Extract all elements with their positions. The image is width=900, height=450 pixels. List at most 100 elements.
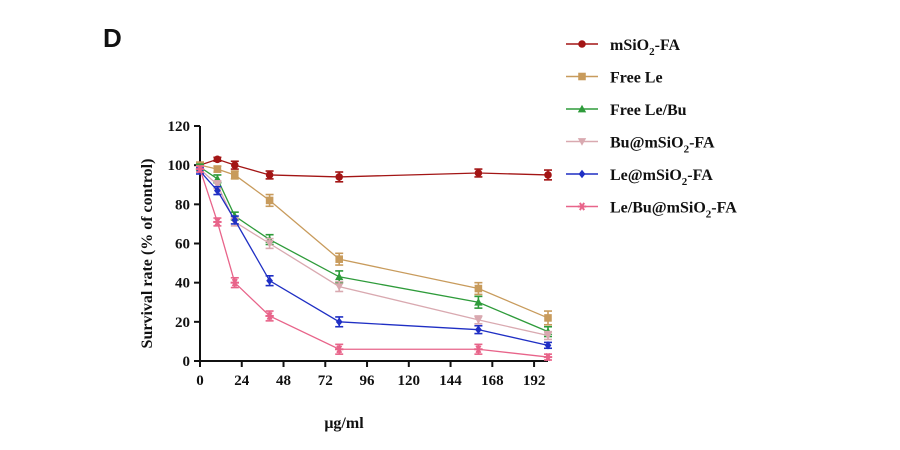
legend-label: Free Le/Bu xyxy=(610,102,687,119)
legend-label-subscript: 2 xyxy=(706,209,712,221)
legend-label: Le@mSiO2-FA xyxy=(610,167,713,188)
legend-label-main: Free Le xyxy=(610,70,663,87)
legend-marker xyxy=(578,169,586,179)
series-5 xyxy=(195,164,553,362)
data-point xyxy=(213,217,222,227)
data-point xyxy=(265,240,274,248)
data-point xyxy=(544,341,552,350)
y-tick-label: 40 xyxy=(175,276,190,292)
series-1 xyxy=(196,161,552,326)
legend-label-suffix: -FA xyxy=(687,167,713,184)
data-point xyxy=(335,317,343,327)
data-point xyxy=(475,325,482,334)
legend-label-subscript: 2 xyxy=(684,144,690,156)
legend-label-main: Le/Bu@mSiO xyxy=(610,200,706,217)
data-point xyxy=(544,171,552,179)
data-point xyxy=(474,345,483,354)
legend-item-4: Le@mSiO2-FA xyxy=(566,167,713,188)
data-point xyxy=(335,283,344,291)
legend-marker xyxy=(578,40,586,48)
data-point xyxy=(214,186,221,195)
marker-stroke xyxy=(214,217,221,227)
legend-label-subscript: 2 xyxy=(682,176,688,188)
legend-item-1: Free Le xyxy=(566,70,663,87)
x-tick-label: 168 xyxy=(481,373,504,389)
data-point xyxy=(335,255,343,263)
marker-stroke xyxy=(266,311,273,321)
data-point xyxy=(265,311,274,321)
marker-stroke xyxy=(475,345,482,354)
series-4 xyxy=(196,166,552,350)
x-tick-label: 144 xyxy=(439,373,462,389)
legend-label: Le/Bu@mSiO2-FA xyxy=(610,200,737,221)
data-point xyxy=(543,332,553,340)
data-point xyxy=(335,173,343,181)
data-point xyxy=(544,314,552,322)
y-tick-label: 100 xyxy=(168,158,191,174)
marker-stroke xyxy=(545,352,551,362)
marker-stroke xyxy=(336,345,343,354)
data-point xyxy=(474,298,483,306)
data-point xyxy=(474,316,483,325)
y-tick-label: 0 xyxy=(183,354,191,370)
legend-label: mSiO2-FA xyxy=(610,37,681,58)
data-point xyxy=(231,161,239,169)
series-line xyxy=(199,168,549,337)
x-tick-label: 192 xyxy=(523,373,546,389)
data-point xyxy=(231,215,239,225)
legend-item-2: Free Le/Bu xyxy=(566,102,687,119)
data-point xyxy=(474,169,483,177)
legend-label: Free Le xyxy=(610,70,663,87)
marker-stroke xyxy=(231,278,238,287)
legend-item-5: Le/Bu@mSiO2-FA xyxy=(566,200,737,221)
legend-marker xyxy=(578,72,586,81)
legend-marker xyxy=(577,104,587,113)
x-tick-label: 48 xyxy=(276,373,291,389)
legend-item-3: Bu@mSiO2-FA xyxy=(566,135,715,156)
legend-item-0: mSiO2-FA xyxy=(566,37,681,58)
legend-label-main: mSiO xyxy=(610,37,649,54)
legend-label-subscript: 2 xyxy=(649,46,655,58)
series-2 xyxy=(195,162,553,338)
data-point xyxy=(213,181,222,189)
series-0 xyxy=(196,155,552,183)
x-tick-label: 0 xyxy=(196,373,204,389)
data-point xyxy=(213,165,222,173)
data-point xyxy=(195,164,205,174)
series-3 xyxy=(195,165,553,341)
series-line xyxy=(199,170,549,346)
series-line xyxy=(199,168,549,358)
data-point xyxy=(231,171,239,179)
x-axis-title: μg/ml xyxy=(324,415,364,432)
x-tick-label: 24 xyxy=(234,373,250,389)
marker-stroke xyxy=(579,202,585,211)
data-point xyxy=(265,196,274,205)
legend-label-main: Free Le/Bu xyxy=(610,102,687,119)
y-tick-label: 80 xyxy=(175,197,190,213)
legend-label-suffix: -FA xyxy=(655,37,681,54)
data-point xyxy=(335,345,344,354)
data-point xyxy=(474,284,483,293)
data-point xyxy=(543,352,553,362)
legend-marker xyxy=(577,138,587,146)
data-point xyxy=(213,155,222,164)
y-axis-title: Survival rate (% of control) xyxy=(139,159,156,349)
legend-label: Bu@mSiO2-FA xyxy=(610,135,715,156)
legend-label-suffix: -FA xyxy=(711,200,737,217)
marker-stroke xyxy=(197,164,203,174)
y-tick-label: 120 xyxy=(168,119,191,135)
legend-marker xyxy=(577,202,587,211)
x-tick-label: 120 xyxy=(398,373,421,389)
x-tick-label: 96 xyxy=(360,373,376,389)
series-line xyxy=(199,158,549,178)
legend-label-main: Le@mSiO xyxy=(610,167,682,184)
data-point xyxy=(266,276,273,285)
panel-label: D xyxy=(103,23,122,53)
data-point xyxy=(230,278,239,287)
data-point xyxy=(335,272,344,281)
x-tick-label: 72 xyxy=(318,373,333,389)
legend-label-suffix: -FA xyxy=(689,135,715,152)
legend-label-main: Bu@mSiO xyxy=(610,135,684,152)
